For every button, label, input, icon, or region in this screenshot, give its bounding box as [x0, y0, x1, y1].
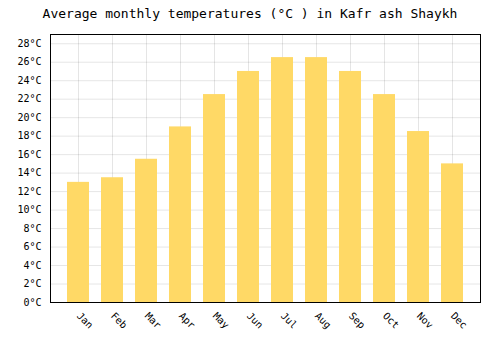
svg-text:24°C: 24°C	[17, 75, 41, 86]
svg-text:Oct: Oct	[381, 310, 402, 331]
svg-text:Jul: Jul	[279, 310, 300, 331]
svg-text:20°C: 20°C	[17, 112, 41, 123]
svg-text:Apr: Apr	[177, 310, 198, 331]
svg-text:28°C: 28°C	[17, 38, 41, 49]
svg-text:8°C: 8°C	[23, 223, 41, 234]
svg-text:Dec: Dec	[449, 310, 470, 331]
svg-text:4°C: 4°C	[23, 260, 41, 271]
svg-text:Sep: Sep	[347, 310, 368, 331]
svg-text:Mar: Mar	[143, 310, 164, 331]
svg-text:Nov: Nov	[415, 310, 436, 331]
svg-text:Aug: Aug	[313, 310, 334, 331]
svg-text:14°C: 14°C	[17, 167, 41, 178]
svg-text:Jan: Jan	[75, 310, 96, 331]
svg-text:18°C: 18°C	[17, 130, 41, 141]
svg-text:6°C: 6°C	[23, 241, 41, 252]
svg-text:22°C: 22°C	[17, 93, 41, 104]
html-text:Average monthly temperatures (: Average monthly temperatures (°C ) in Ka…	[42, 6, 458, 21]
svg-text:26°C: 26°C	[17, 56, 41, 67]
svg-text:May: May	[211, 310, 232, 331]
svg-text:Feb: Feb	[109, 310, 130, 331]
svg-text:2°C: 2°C	[23, 278, 41, 289]
svg-text:Jun: Jun	[245, 310, 266, 331]
svg-text:12°C: 12°C	[17, 186, 41, 197]
svg-text:16°C: 16°C	[17, 149, 41, 160]
svg-text:10°C: 10°C	[17, 204, 41, 215]
svg-text:0°C: 0°C	[23, 297, 41, 308]
